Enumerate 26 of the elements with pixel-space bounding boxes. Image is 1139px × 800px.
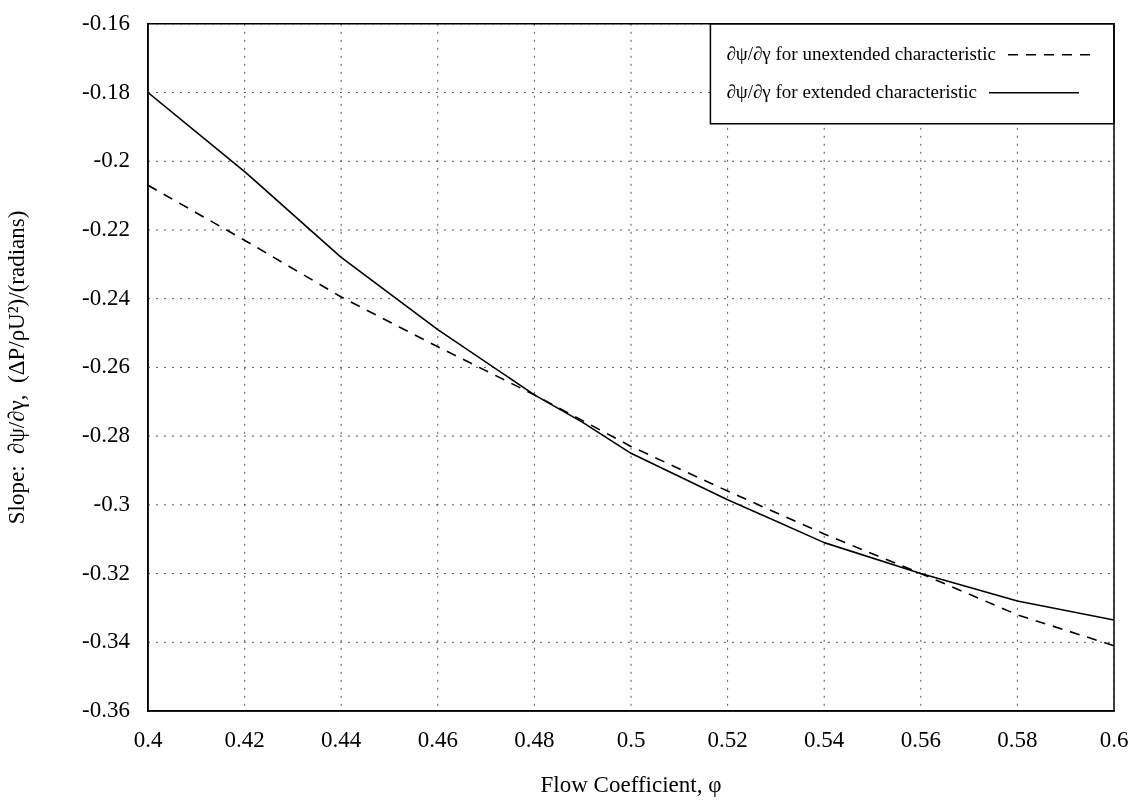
x-tick-label: 0.54 [804,726,845,752]
x-tick-label: 0.4 [133,726,163,752]
legend-label: ∂ψ/∂γ for extended characteristic [726,80,977,102]
legend-label: ∂ψ/∂γ for unextended characteristic [726,42,996,64]
x-tick-label: 0.5 [616,726,646,752]
x-tick-label: 0.46 [417,726,458,752]
y-tick-label: -0.22 [82,216,130,242]
x-tick-label: 0.42 [224,726,265,752]
y-tick-label: -0.26 [82,353,130,379]
y-tick-label: -0.2 [93,147,130,173]
y-tick-label: -0.36 [82,697,130,723]
y-tick-label: -0.32 [82,559,130,585]
x-tick-label: 0.6 [1099,726,1129,752]
y-tick-label: -0.24 [82,284,131,310]
y-tick-label: -0.18 [82,78,130,104]
x-tick-label: 0.56 [900,726,941,752]
y-tick-label: -0.3 [93,490,130,516]
x-tick-label: 0.58 [997,726,1038,752]
y-tick-label: -0.34 [82,628,131,654]
y-tick-label: -0.16 [82,9,130,35]
x-tick-label: 0.44 [321,726,362,752]
y-axis-title: Slope: ∂ψ/∂γ, (ΔP/ρU²)/(radians) [3,210,29,525]
y-tick-label: -0.28 [82,422,130,448]
x-axis-title: Flow Coefficient, φ [540,772,722,798]
x-tick-label: 0.48 [514,726,555,752]
x-tick-label: 0.52 [707,726,748,752]
